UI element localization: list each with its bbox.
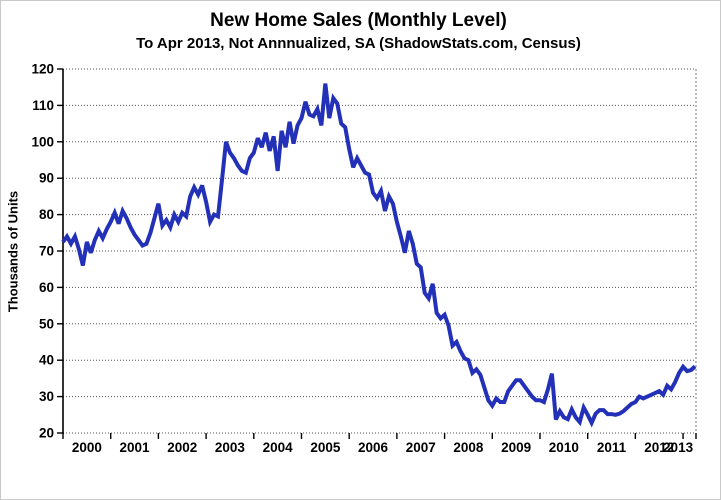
x-tick-label: 2012 — [644, 440, 674, 455]
y-tick-label: 60 — [39, 280, 54, 295]
y-tick-label: 50 — [39, 316, 54, 331]
x-tick-label: 2006 — [358, 440, 389, 455]
y-tick-label: 110 — [32, 98, 54, 113]
y-tick-label: 20 — [39, 426, 54, 441]
x-tick-label: 2011 — [597, 440, 627, 455]
x-tick-label: 2013 — [663, 440, 694, 455]
y-tick-label: 100 — [31, 134, 54, 149]
chart-subtitle: To Apr 2013, Not Annnualized, SA (Shadow… — [136, 35, 581, 52]
y-tick-label: 30 — [39, 389, 54, 404]
x-tick-label: 2009 — [501, 440, 531, 455]
y-tick-label: 70 — [39, 244, 54, 259]
chart-title: New Home Sales (Monthly Level) — [210, 10, 507, 31]
x-tick-label: 2002 — [167, 440, 197, 455]
y-tick-label: 80 — [39, 207, 54, 222]
x-tick-label: 2004 — [263, 440, 294, 455]
y-tick-label: 90 — [39, 171, 54, 186]
x-tick-label: 2000 — [72, 440, 102, 455]
x-tick-label: 2010 — [549, 440, 579, 455]
x-tick-label: 2007 — [406, 440, 436, 455]
sales-line — [61, 83, 697, 428]
x-tick-label: 2008 — [453, 440, 484, 455]
x-tick-label: 2005 — [310, 440, 341, 455]
x-tick-label: 2001 — [120, 440, 151, 455]
x-tick-label: 2003 — [215, 440, 246, 455]
y-tick-label: 120 — [31, 62, 54, 77]
y-tick-label: 40 — [39, 353, 54, 368]
